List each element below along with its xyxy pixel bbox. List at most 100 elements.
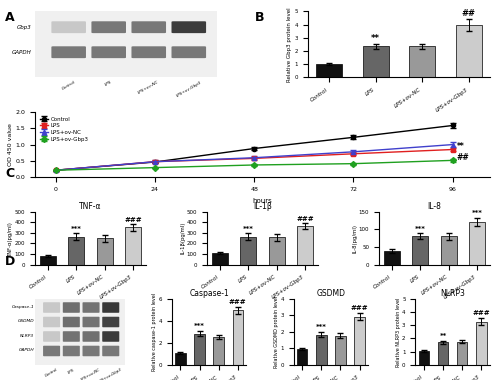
Bar [240,237,256,264]
Text: Control: Control [44,367,59,378]
Text: LPS+ov-Gbp3: LPS+ov-Gbp3 [98,367,124,380]
Text: ***: *** [243,226,254,232]
Bar [418,352,429,365]
Y-axis label: IL-8(pg/ml): IL-8(pg/ml) [352,224,358,253]
Text: **: ** [457,142,464,151]
Text: C: C [5,167,14,180]
FancyBboxPatch shape [63,317,80,327]
Text: **: ** [371,33,380,43]
FancyBboxPatch shape [172,46,206,58]
Text: A: A [5,11,15,24]
Bar [457,342,468,365]
Text: Caspase-1: Caspase-1 [12,305,34,309]
Bar [316,64,342,77]
Y-axis label: Relative NLRP3 protein level: Relative NLRP3 protein level [396,297,400,367]
FancyBboxPatch shape [43,331,60,342]
Bar [68,237,84,264]
FancyBboxPatch shape [82,317,100,327]
Bar [470,222,485,264]
Text: ***: *** [316,325,326,330]
Text: ##: ## [462,9,476,18]
Text: GAPDH: GAPDH [12,50,32,55]
FancyBboxPatch shape [63,302,80,313]
Bar [97,238,112,264]
FancyBboxPatch shape [43,317,60,327]
Title: TNF-α: TNF-α [79,202,102,211]
FancyBboxPatch shape [132,21,166,33]
Title: IL-1β: IL-1β [253,202,272,211]
FancyBboxPatch shape [82,302,100,313]
Bar [212,253,228,264]
Bar [410,46,435,77]
Text: ***: *** [71,226,82,233]
FancyBboxPatch shape [43,302,60,313]
Text: NLRP3: NLRP3 [20,334,34,338]
Text: ***: *** [472,211,482,217]
Bar [456,25,481,77]
Y-axis label: TNF-α(pg/ml): TNF-α(pg/ml) [8,221,14,256]
Text: ##: ## [457,153,469,162]
Bar [354,317,365,365]
Bar [194,334,205,365]
Bar [297,349,308,365]
Text: Gbp3: Gbp3 [16,25,32,30]
FancyBboxPatch shape [82,346,100,356]
Text: B: B [255,11,264,24]
Bar [269,238,284,264]
Title: IL-8: IL-8 [428,202,442,211]
Bar [232,310,243,365]
Y-axis label: Relative caspase-1 protein level: Relative caspase-1 protein level [152,293,157,371]
Text: ###: ### [229,299,246,305]
Text: Control: Control [61,80,76,91]
Bar [363,46,388,77]
Text: LPS+ov-NC: LPS+ov-NC [138,80,160,95]
FancyBboxPatch shape [92,46,126,58]
Text: ***: *** [194,323,205,329]
FancyBboxPatch shape [63,346,80,356]
FancyBboxPatch shape [102,302,120,313]
Title: Caspase-1: Caspase-1 [189,289,229,298]
FancyBboxPatch shape [63,331,80,342]
Bar [438,342,448,365]
Y-axis label: Relative GSDMD protein level: Relative GSDMD protein level [274,296,279,368]
FancyBboxPatch shape [52,46,86,58]
Bar [40,256,56,264]
Text: ***: *** [415,226,426,232]
Text: LPS+ov-Gbp3: LPS+ov-Gbp3 [176,80,202,98]
Legend: Control, LPS, LPS+ov-NC, LPS+ov-Gbp3: Control, LPS, LPS+ov-NC, LPS+ov-Gbp3 [38,114,91,144]
Text: D: D [5,255,15,268]
Bar [214,337,224,365]
FancyBboxPatch shape [82,331,100,342]
Y-axis label: Relative Gbp3 protein level: Relative Gbp3 protein level [287,7,292,82]
FancyBboxPatch shape [52,21,86,33]
Bar [298,226,313,264]
Text: LPS: LPS [104,80,113,87]
Bar [384,251,400,264]
Text: ###: ### [124,217,142,223]
FancyBboxPatch shape [172,21,206,33]
FancyBboxPatch shape [102,331,120,342]
Text: LPS: LPS [68,367,76,374]
Text: GAPDH: GAPDH [18,348,34,352]
X-axis label: hours: hours [252,198,272,204]
Bar [126,227,141,264]
FancyBboxPatch shape [102,317,120,327]
Text: ###: ### [472,310,490,316]
Bar [441,236,456,264]
Bar [412,236,428,264]
Title: GSDMD: GSDMD [316,289,346,298]
FancyBboxPatch shape [102,346,120,356]
Text: GSDMD: GSDMD [18,319,34,323]
Bar [335,336,345,365]
FancyBboxPatch shape [92,21,126,33]
Bar [476,321,486,365]
Text: LPS+ov-NC: LPS+ov-NC [80,367,102,380]
Text: **: ** [440,332,446,339]
Bar [175,353,186,365]
FancyBboxPatch shape [132,46,166,58]
Y-axis label: OD 450 value: OD 450 value [8,123,12,166]
Y-axis label: IL-1β(pg/ml): IL-1β(pg/ml) [180,222,186,254]
FancyBboxPatch shape [43,346,60,356]
Text: ###: ### [350,305,368,311]
Text: ###: ### [296,216,314,222]
